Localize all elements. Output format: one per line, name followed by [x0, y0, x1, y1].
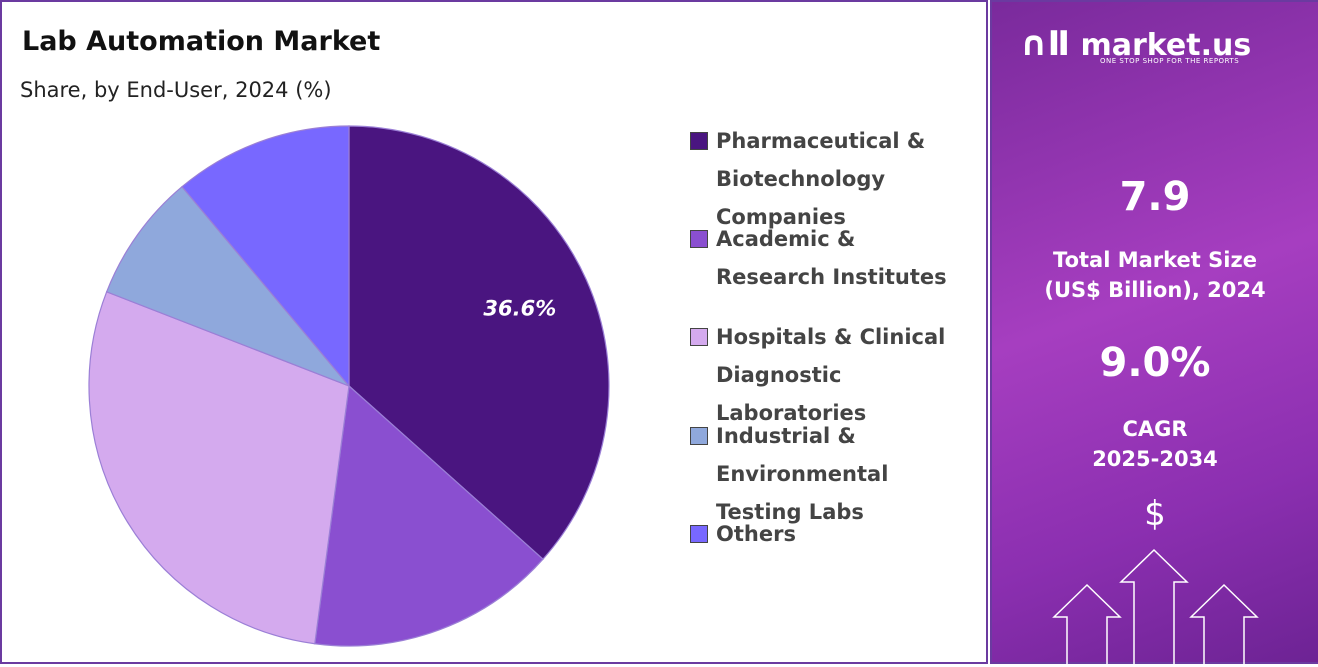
chart-panel: Lab Automation Market Share, by End-User… [0, 0, 988, 664]
legend-item: Hospitals & Clinical Diagnostic Laborato… [690, 318, 971, 432]
logo-text: market.us [1080, 28, 1252, 63]
legend-swatch [690, 328, 708, 346]
legend-label: Others [716, 522, 796, 546]
legend-item: Industrial & Environmental Testing Labs [690, 417, 971, 531]
market-size: 7.9 [1119, 174, 1191, 220]
summary-panel: ∩Ⅱ market.us ONE STOP SHOP FOR THE REPOR… [990, 0, 1318, 667]
legend-swatch [690, 230, 708, 248]
legend-item: Others [690, 515, 971, 553]
legend-swatch [690, 427, 708, 445]
arrow [1119, 548, 1189, 667]
legend-label: Industrial & Environmental Testing Labs [716, 424, 889, 524]
arrow [1052, 583, 1122, 667]
pie-slice [314, 384, 544, 647]
chart-subtitle: Share, by End-User, 2024 (%) [20, 78, 332, 102]
legend-swatch [690, 525, 708, 543]
legend-label: Hospitals & Clinical Diagnostic Laborato… [716, 325, 946, 425]
cagr-label: CAGR 2025-2034 [1092, 417, 1218, 471]
pie-slice [88, 291, 350, 645]
pie-slice [105, 185, 350, 387]
legend-item: Pharmaceutical & Biotechnology Companies [690, 122, 971, 236]
pie-slice [348, 125, 610, 561]
chart-title: Lab Automation Market [22, 26, 381, 57]
arrow [1189, 583, 1259, 667]
legend-label: Pharmaceutical & Biotechnology Companies [716, 129, 926, 229]
tagline: ONE STOP SHOP FOR THE REPORTS [1100, 57, 1240, 65]
legend-label: Academic & Research Institutes [716, 227, 947, 289]
legend-swatch [690, 132, 708, 150]
arrows-icon [1052, 548, 1259, 667]
pie-slice [181, 125, 350, 388]
data-label: 36.6% [483, 297, 556, 321]
currency-icon: $ [1144, 494, 1166, 534]
pie-chart: 36.6% [88, 125, 610, 647]
logo: ∩Ⅱ market.us [1020, 24, 1252, 64]
legend-item: Academic & Research Institutes [690, 220, 971, 296]
cagr: 9.0% [1099, 340, 1211, 386]
market-size-label: Total Market Size (US$ Billion), 2024 [1044, 248, 1266, 302]
